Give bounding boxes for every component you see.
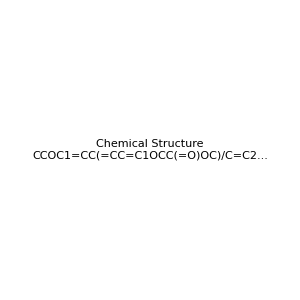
Text: Chemical Structure
CCOC1=CC(=CC=C1OCC(=O)OC)/C=C2...: Chemical Structure CCOC1=CC(=CC=C1OCC(=O… (32, 139, 268, 161)
